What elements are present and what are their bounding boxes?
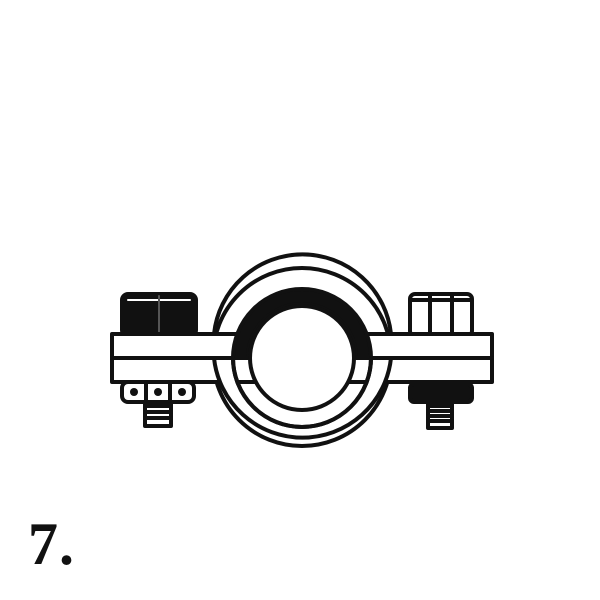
left-bolt-head <box>120 292 198 338</box>
right-stud <box>426 398 454 430</box>
right-hex-nut <box>408 292 474 338</box>
pipe-opening <box>248 304 356 412</box>
figure-number-label: 7. <box>28 511 75 577</box>
left-stud <box>143 398 173 428</box>
clamp-band-upper <box>212 252 393 336</box>
right-lower-nut <box>408 382 474 404</box>
